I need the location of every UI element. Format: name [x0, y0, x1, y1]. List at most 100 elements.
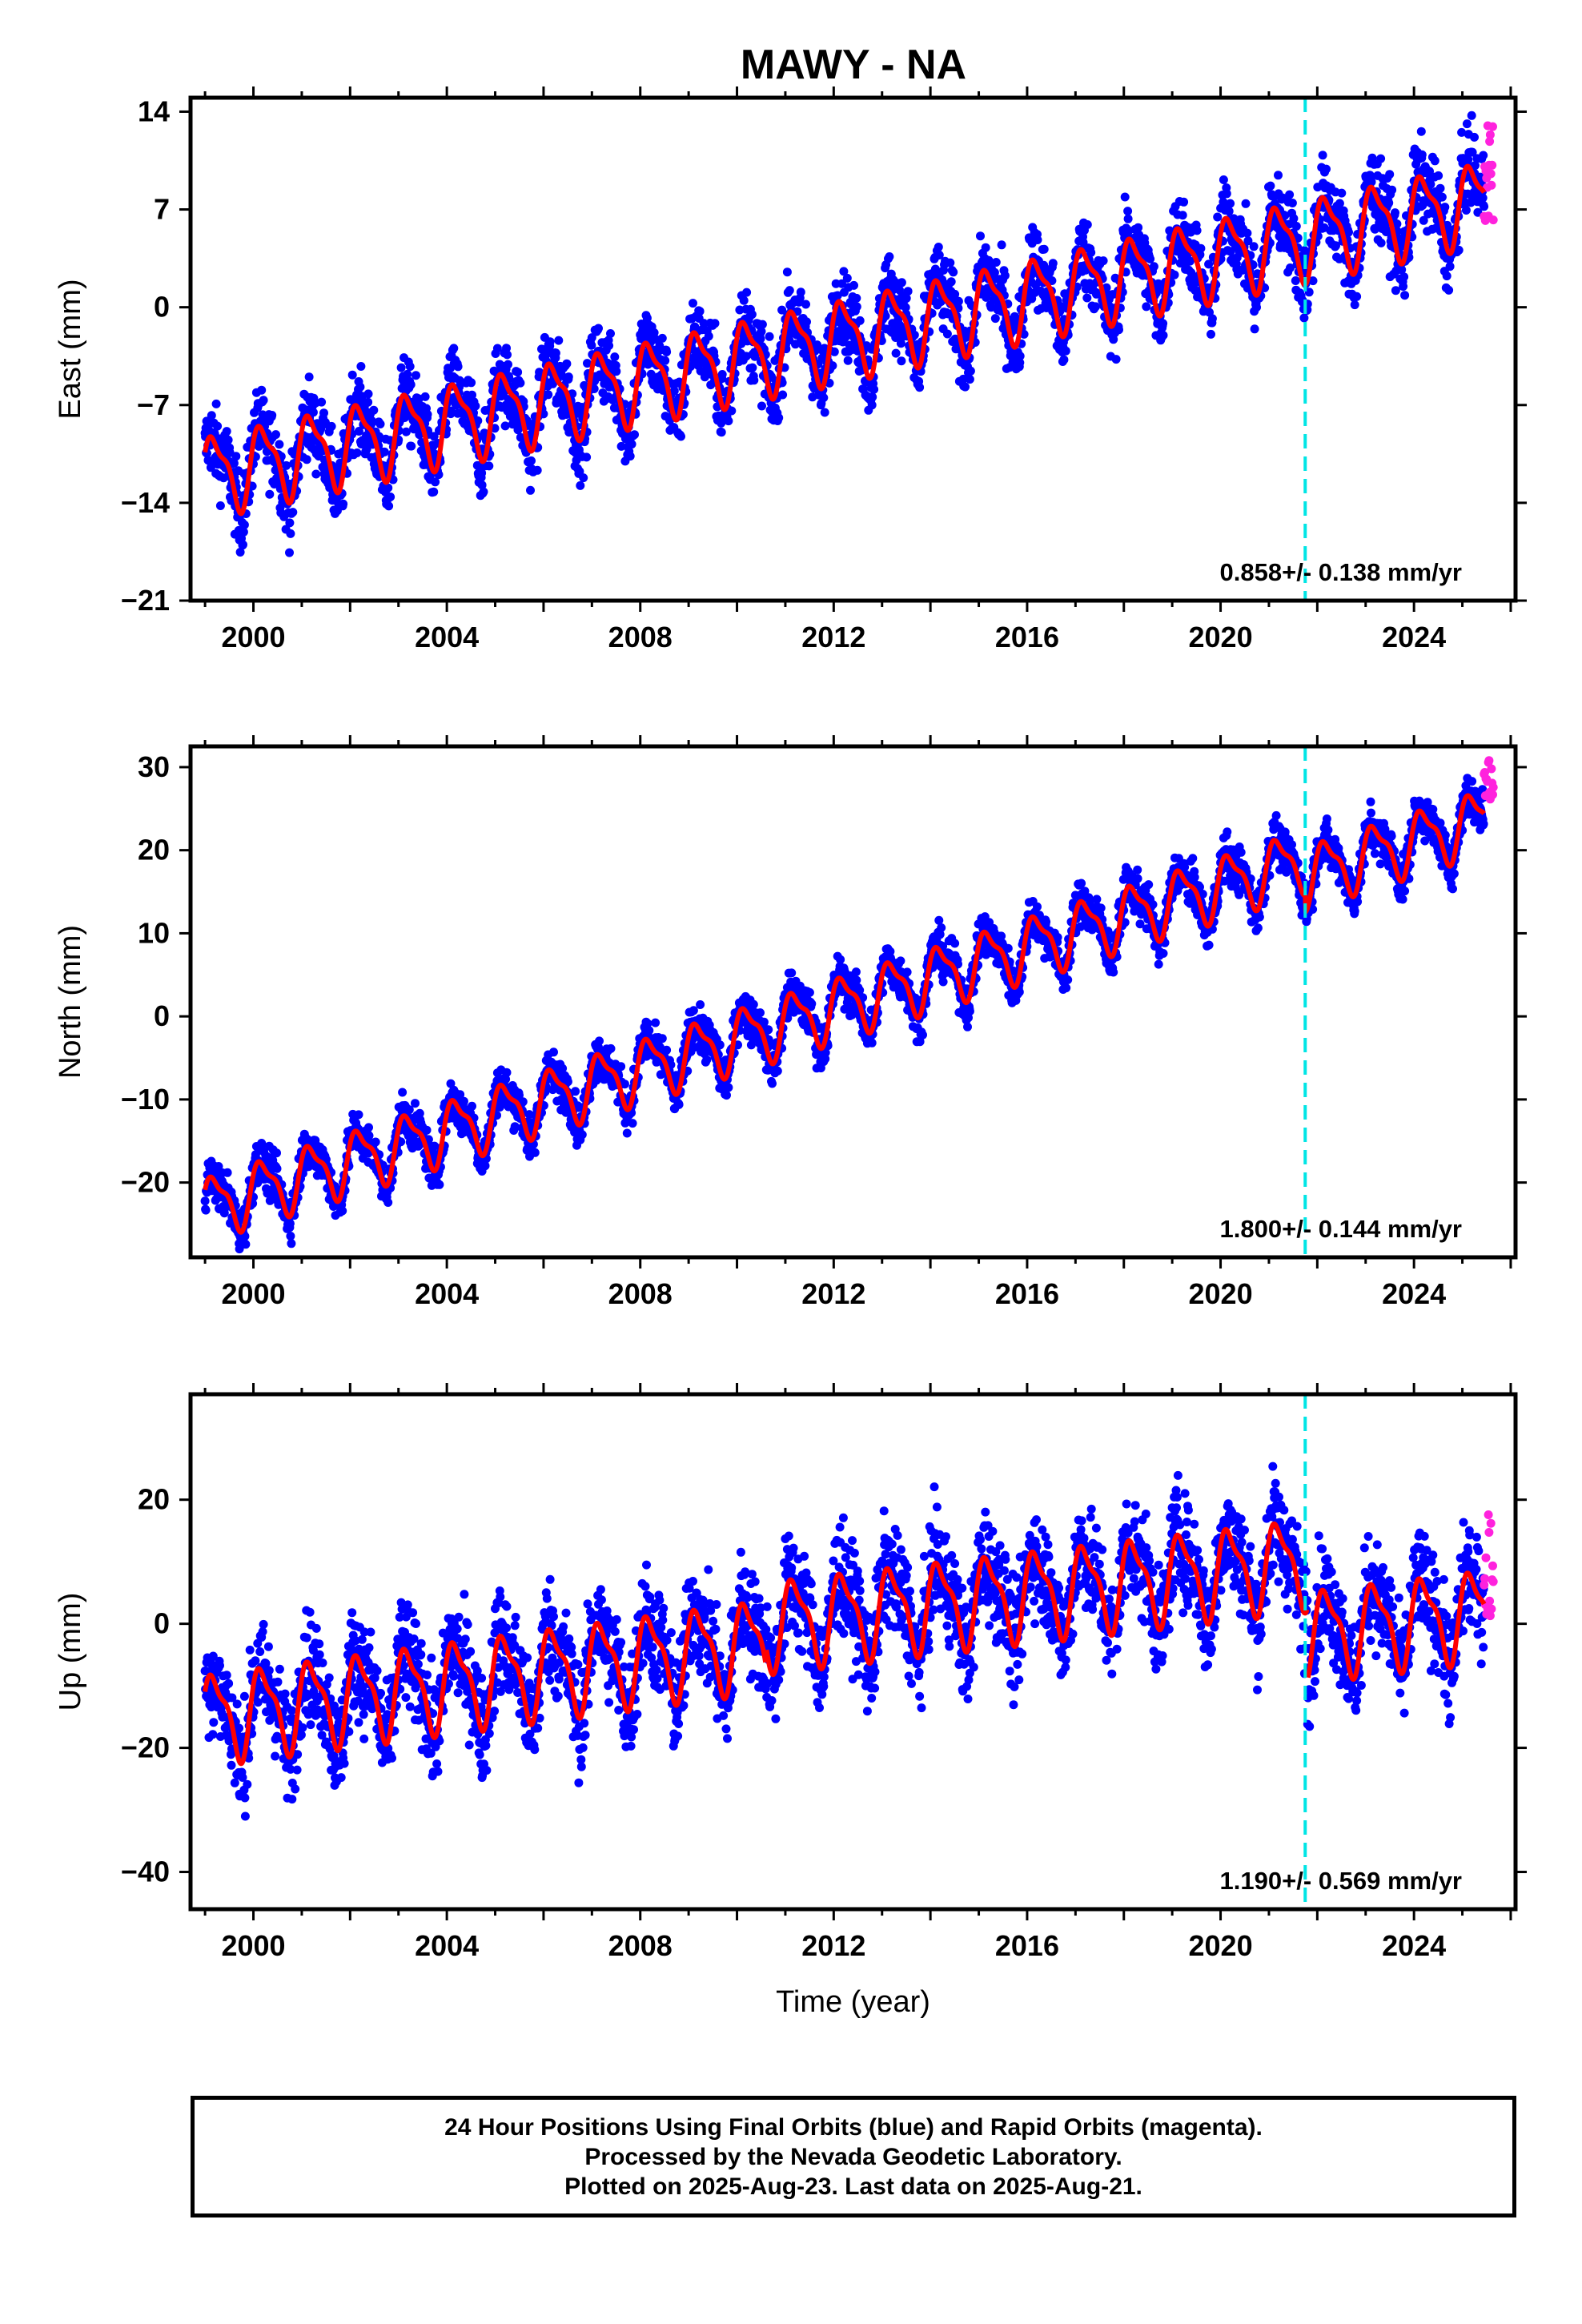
data-point: [287, 1239, 296, 1248]
data-point: [363, 397, 373, 407]
data-point: [286, 529, 295, 538]
data-point: [1399, 282, 1408, 292]
data-point: [657, 1034, 667, 1043]
data-point: [308, 408, 318, 417]
data-point: [1291, 276, 1300, 285]
data-point: [479, 487, 488, 497]
data-point: [379, 447, 389, 456]
data-point: [272, 1164, 282, 1173]
data-point: [991, 258, 1001, 267]
data-point: [785, 286, 794, 296]
data-point: [401, 427, 411, 436]
data-point: [950, 289, 960, 299]
y-tick-label: 0: [154, 291, 170, 324]
data-point: [571, 1087, 580, 1096]
data-point: [990, 314, 1000, 324]
data-point: [516, 378, 525, 388]
data-point: [1196, 243, 1206, 253]
data-point: [839, 267, 849, 276]
x-tick-label: 2016: [995, 621, 1059, 653]
data-point: [1461, 206, 1471, 215]
data-point: [604, 341, 614, 351]
data-point: [213, 421, 223, 431]
data-point: [288, 508, 298, 517]
data-point: [1082, 293, 1092, 303]
data-point: [505, 412, 515, 421]
data-point: [1376, 238, 1386, 247]
data-point: [1015, 352, 1025, 361]
rapid-point: [1486, 169, 1496, 179]
data-point: [657, 333, 667, 343]
data-point: [747, 310, 757, 320]
data-point: [239, 520, 249, 529]
y-tick-label: 7: [154, 193, 170, 226]
data-point: [727, 406, 737, 416]
data-point: [749, 376, 759, 385]
data-point: [966, 366, 975, 376]
data-point: [1289, 214, 1299, 223]
data-point: [852, 293, 861, 303]
rapid-point: [1487, 180, 1496, 190]
data-point: [383, 483, 393, 493]
data-point: [722, 1091, 731, 1100]
data-point: [958, 374, 968, 384]
data-point: [468, 390, 476, 400]
data-point: [1352, 292, 1362, 301]
data-point: [1158, 319, 1168, 328]
data-point: [354, 427, 363, 436]
data-point: [595, 1036, 604, 1046]
data-point: [484, 461, 494, 471]
data-point: [903, 287, 913, 296]
data-point: [235, 548, 245, 557]
data-point: [1479, 151, 1488, 160]
data-point: [500, 421, 510, 431]
data-point: [1287, 199, 1297, 207]
data-point: [579, 473, 588, 483]
data-point: [420, 392, 430, 401]
data-point: [338, 1206, 347, 1216]
data-point: [526, 485, 535, 495]
data-point: [965, 375, 974, 384]
data-point: [453, 362, 463, 372]
data-point: [1435, 183, 1445, 193]
data-point: [1222, 189, 1231, 199]
data-point: [386, 493, 396, 501]
data-point: [689, 1006, 698, 1015]
rapid-point: [1488, 160, 1497, 170]
data-point: [757, 401, 766, 411]
y-tick-label: 14: [138, 94, 170, 127]
data-point: [891, 348, 901, 358]
data-point: [446, 406, 456, 416]
data-point: [610, 352, 620, 362]
data-point: [1444, 285, 1454, 295]
data-point: [828, 361, 837, 371]
data-point: [431, 477, 440, 487]
x-tick-label: 2008: [608, 621, 673, 653]
data-point: [554, 336, 564, 345]
data-point: [275, 440, 284, 449]
data-point: [1430, 156, 1439, 166]
data-point: [564, 372, 573, 382]
data-point: [317, 397, 327, 407]
data-point: [502, 344, 511, 353]
data-point: [582, 452, 592, 462]
data-point: [749, 999, 758, 1009]
data-point: [1399, 272, 1409, 282]
data-point: [837, 279, 846, 288]
data-point: [339, 499, 348, 509]
data-point: [954, 296, 963, 306]
data-point: [1123, 214, 1133, 223]
data-point: [813, 340, 822, 350]
plot-area-east: [200, 111, 1498, 557]
data-point: [1086, 247, 1096, 257]
data-point: [946, 277, 956, 287]
data-point: [642, 313, 652, 323]
data-point: [468, 1101, 476, 1111]
data-point: [1059, 355, 1069, 364]
data-point: [849, 280, 858, 290]
data-point: [1243, 228, 1252, 238]
data-point: [757, 327, 766, 336]
data-point: [304, 372, 314, 382]
data-point: [934, 251, 944, 259]
data-point: [739, 296, 749, 305]
